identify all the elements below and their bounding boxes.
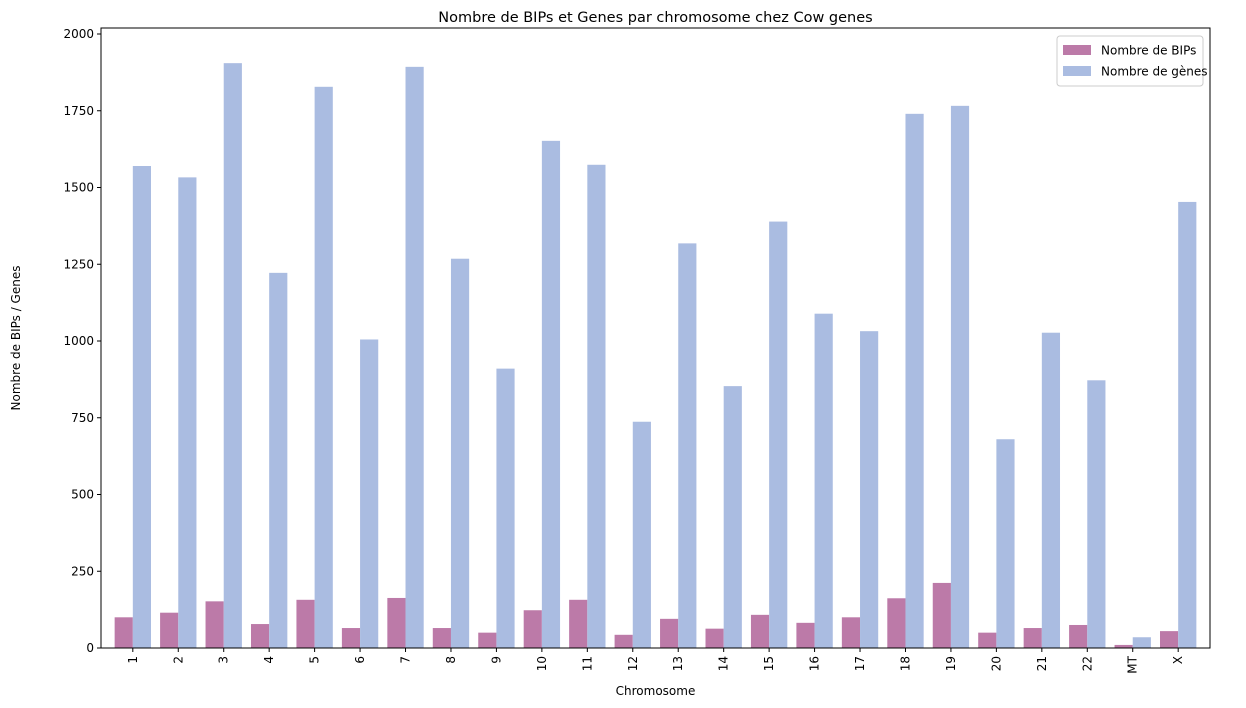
bar-genes-2 (178, 177, 197, 648)
plot-frame (100, 27, 1211, 649)
y-tick-label: 0 (86, 641, 94, 655)
x-tick-label: 5 (308, 656, 322, 664)
y-tick-label: 250 (71, 564, 94, 578)
bar-genes-12 (632, 421, 651, 648)
bar-genes-22 (1087, 380, 1106, 648)
x-tick-label: 3 (217, 656, 231, 664)
bar-bips-3 (205, 601, 224, 648)
x-tick-label: 6 (353, 656, 367, 664)
x-tick-label: 8 (444, 656, 458, 664)
x-axis-label: Chromosome (616, 684, 696, 698)
bar-bips-10 (523, 610, 542, 648)
bar-bips-17 (841, 617, 861, 648)
bar-genes-20 (996, 439, 1015, 648)
legend-label: Nombre de BIPs (1101, 44, 1196, 58)
bar-genes-8 (450, 258, 470, 648)
x-tick-label: 22 (1080, 656, 1094, 671)
x-axis: 1 2 3 4 5 6 7 8 9 10 11 12 13 14 15 16 17 18 19 20 21 22 MT X (126, 648, 1185, 674)
bar-bips-22 (1069, 624, 1088, 648)
bar-bips-16 (796, 622, 815, 648)
bar-bips-X (1160, 631, 1179, 648)
y-axis-label: Nombre de BIPs / Genes (9, 266, 23, 411)
legend-frame (1056, 35, 1204, 87)
bar-genes-11 (587, 164, 606, 648)
bar-bips-5 (296, 599, 315, 648)
bar-bips-7 (387, 597, 406, 648)
y-tick-label: 500 (71, 488, 94, 502)
bar-genes-1 (132, 166, 151, 648)
bar-bips-20 (978, 632, 997, 648)
x-tick-label: X (1171, 656, 1185, 664)
legend-swatch (1063, 66, 1091, 76)
x-tick-label: 20 (989, 656, 1003, 671)
bar-genes-15 (769, 221, 788, 648)
bar-genes-14 (723, 386, 742, 648)
bar-genes-10 (541, 140, 561, 648)
x-tick-label: 2 (171, 656, 185, 664)
bar-genes-MT (1132, 637, 1151, 648)
x-tick-label: 16 (808, 656, 822, 671)
bar-genes-6 (360, 339, 379, 648)
legend: Nombre de BIPs Nombre de gènes (1056, 35, 1208, 87)
x-tick-label: 9 (489, 656, 503, 664)
legend-swatch (1063, 45, 1091, 55)
bar-bips-14 (705, 628, 724, 648)
bar-bips-19 (932, 582, 951, 648)
bar-bips-21 (1023, 628, 1042, 648)
bar-bips-1 (114, 617, 133, 648)
bar-genes-4 (269, 272, 288, 648)
bar-genes-18 (905, 113, 924, 648)
y-tick-label: 750 (71, 411, 94, 425)
bar-bips-MT (1114, 644, 1133, 648)
bar-bips-8 (432, 628, 451, 648)
bar-genes-3 (223, 63, 242, 649)
bar-genes-7 (405, 66, 424, 649)
bar-bips-12 (614, 634, 633, 648)
x-tick-label: 14 (717, 656, 731, 671)
y-tick-label: 1500 (63, 181, 94, 195)
bar-genes-X (1178, 201, 1197, 648)
bar-bips-18 (887, 598, 906, 648)
legend-label: Nombre de gènes (1101, 65, 1208, 79)
x-tick-label: 1 (126, 656, 140, 664)
bar-genes-5 (314, 86, 333, 649)
bar-genes-17 (860, 331, 879, 648)
y-tick-label: 2000 (63, 27, 94, 41)
x-tick-label: 4 (262, 656, 276, 664)
bar-bips-11 (569, 599, 588, 648)
y-tick-label: 1750 (63, 104, 94, 118)
x-tick-label: 11 (580, 656, 594, 671)
x-tick-label: 17 (853, 656, 867, 671)
x-tick-label: 19 (944, 656, 958, 671)
bar-bips-6 (341, 628, 361, 648)
bar-genes-13 (678, 243, 697, 648)
bar-genes-19 (950, 105, 970, 649)
x-tick-label: 18 (898, 656, 912, 671)
bars-group (114, 63, 1197, 649)
x-tick-label: 12 (626, 656, 640, 671)
bar-bips-4 (250, 624, 270, 648)
x-tick-label: MT (1126, 655, 1140, 673)
bar-genes-16 (814, 313, 833, 648)
bar-bips-2 (160, 612, 179, 648)
x-tick-label: 21 (1035, 656, 1049, 671)
x-tick-label: 7 (399, 656, 413, 664)
x-tick-label: 10 (535, 656, 549, 671)
bar-bips-13 (660, 618, 679, 648)
y-tick-label: 1000 (63, 334, 94, 348)
y-axis: 0 250 500 750 1000 1250 1500 1750 2000 (63, 27, 101, 655)
bar-bips-15 (750, 614, 770, 648)
bar-genes-21 (1041, 332, 1061, 648)
y-tick-label: 1250 (63, 257, 94, 271)
bar-genes-9 (496, 368, 515, 648)
x-tick-label: 15 (762, 656, 776, 671)
x-tick-label: 13 (671, 656, 685, 671)
chart-title: Nombre de BIPs et Genes par chromosome c… (438, 10, 872, 26)
bar-bips-9 (478, 632, 497, 648)
